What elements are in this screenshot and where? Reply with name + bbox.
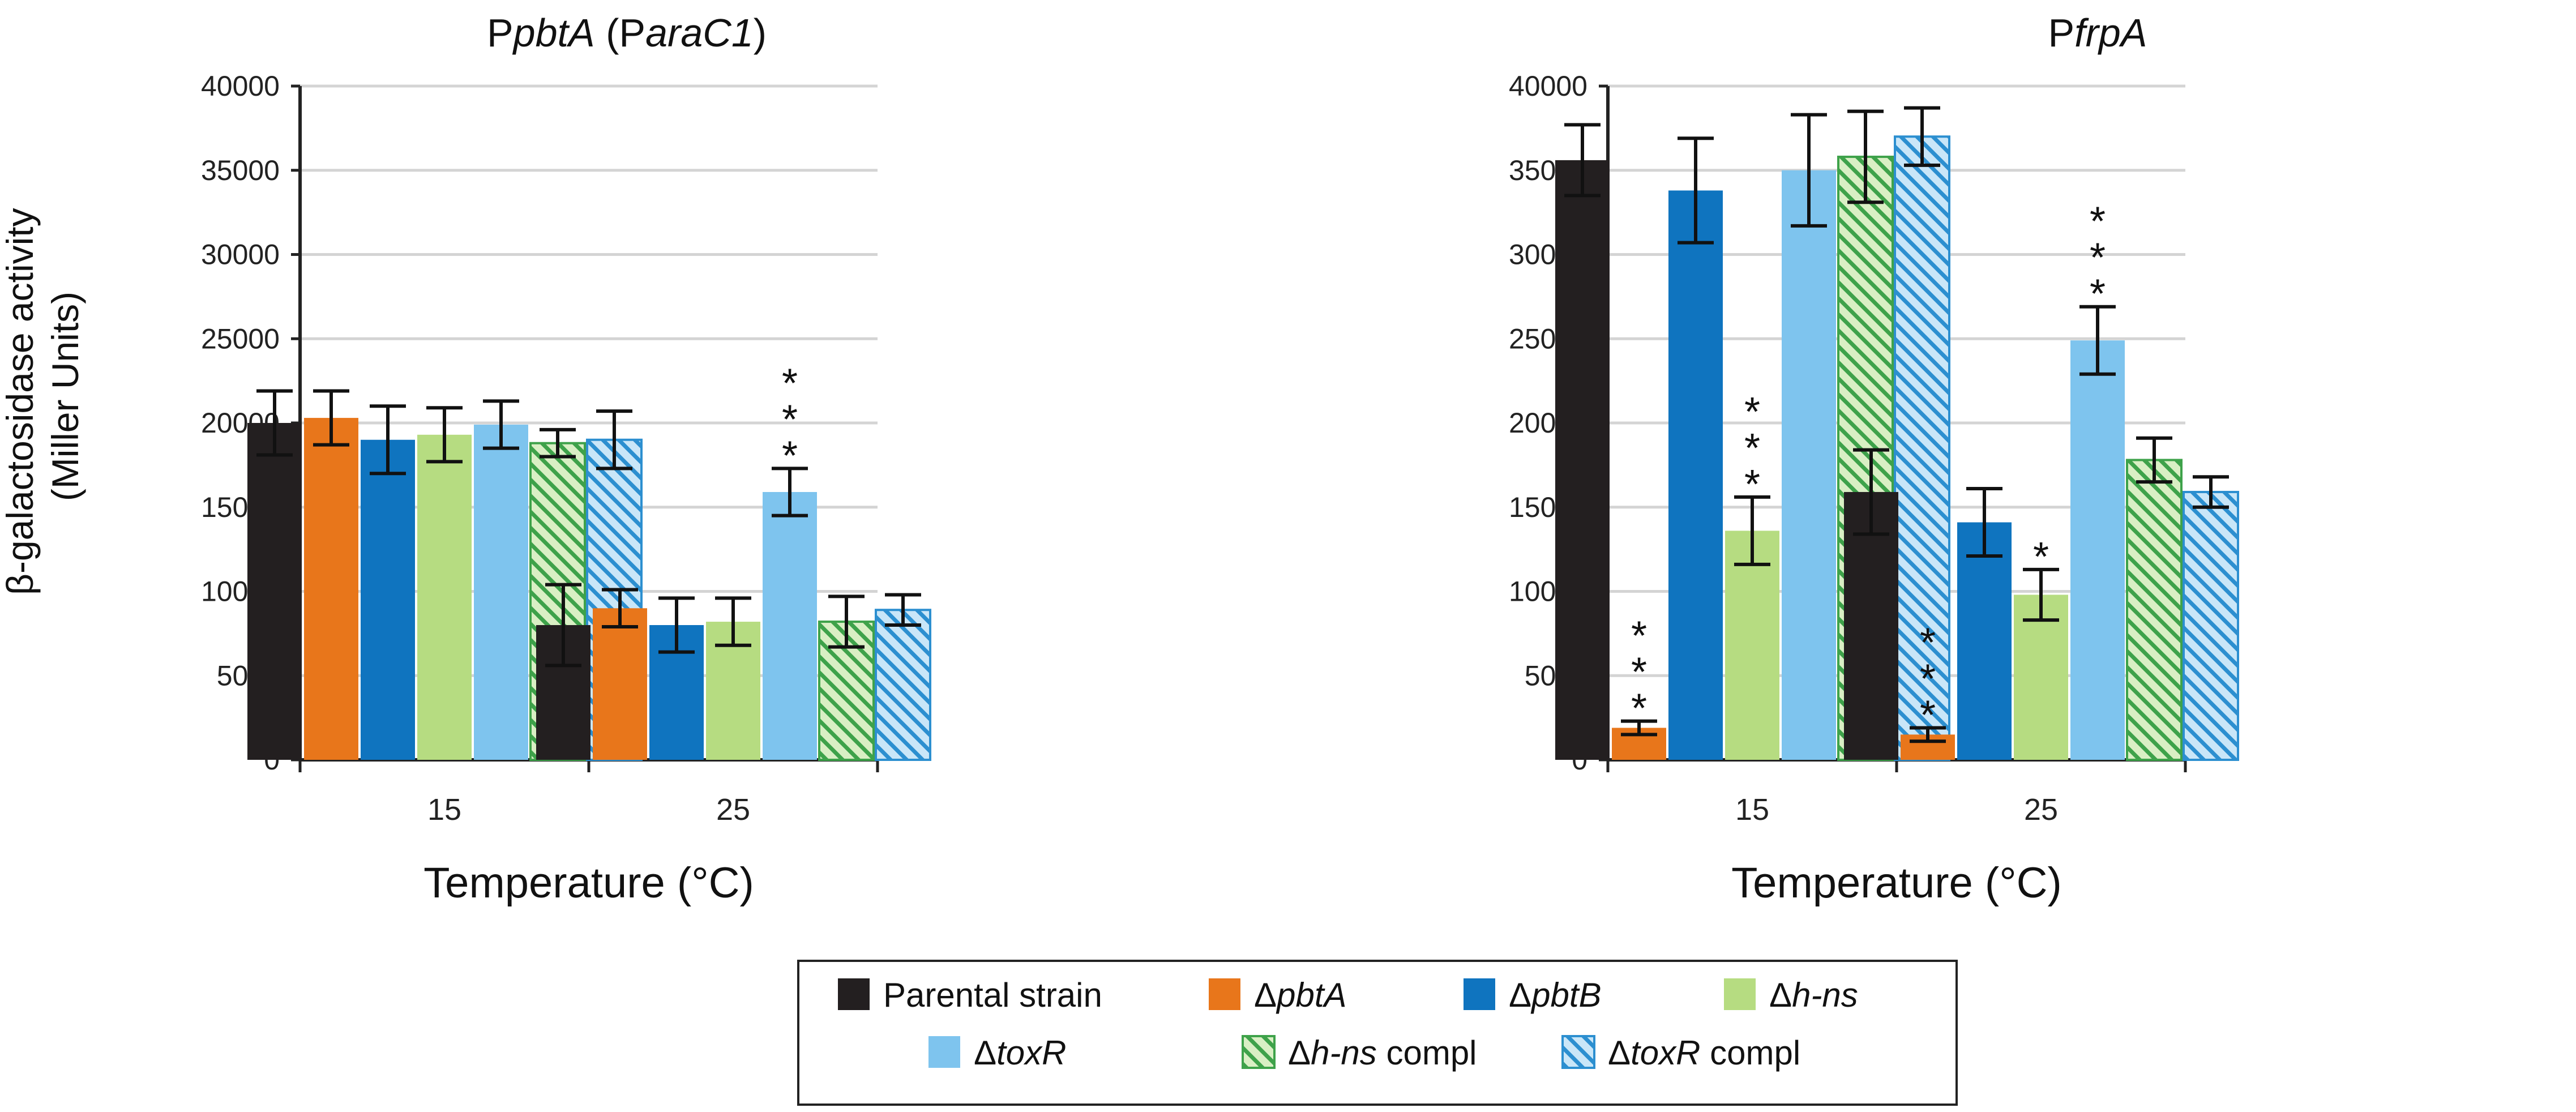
significance-star: * [2090, 236, 2106, 281]
bar [1782, 170, 1836, 760]
significance-star: * [2033, 534, 2049, 580]
legend-swatch [1242, 1035, 1276, 1069]
x-tick-label: 25 [716, 793, 750, 827]
bar [417, 434, 472, 760]
y-axis-label: β-galactosidase activity (Miller Units) [0, 198, 86, 595]
significance-star: * [1920, 620, 1936, 665]
y-axis-label-line2: (Miller Units) [44, 292, 86, 501]
significance-star: * [782, 397, 798, 442]
x-tick-label: 15 [427, 793, 461, 827]
chart-panel-pbtA: PpbtA (ParaC1)05000100001500020000250003… [201, 11, 931, 907]
legend-item-toxR: ΔtoxR [928, 1034, 1066, 1072]
chart-panel-frpA: PfrpA05000100001500020000250003000035000… [1509, 11, 2239, 907]
legend-label: ΔtoxR compl [1608, 1034, 1800, 1072]
bar [1555, 160, 1610, 760]
significance-star: * [1631, 614, 1647, 659]
legend-item-toxR_compl: ΔtoxR compl [1561, 1034, 1800, 1072]
legend-swatch [1464, 978, 1495, 1010]
legend-item-hns: Δh-ns [1724, 976, 1858, 1014]
chart-title: PpbtA (ParaC1) [487, 11, 767, 55]
y-tick-label: 25000 [201, 323, 280, 354]
significance-star: * [2090, 272, 2106, 317]
significance-star: * [1744, 390, 1760, 435]
y-tick-label: 30000 [201, 239, 280, 271]
significance-star: * [2090, 199, 2106, 245]
significance-star: * [1920, 692, 1936, 738]
significance-star: * [782, 361, 798, 406]
legend-swatch [928, 1036, 960, 1068]
bar [763, 491, 817, 760]
bar [2070, 340, 2125, 760]
bar [1957, 522, 2012, 760]
x-axis-label: Temperature (°C) [423, 859, 754, 907]
bar [247, 423, 302, 760]
bar [875, 609, 931, 761]
legend-swatch [1209, 978, 1240, 1010]
legend-swatch [1724, 978, 1756, 1010]
x-tick-label: 15 [1735, 793, 1769, 827]
legend-label: Δh-ns compl [1288, 1034, 1477, 1072]
bar [1844, 491, 1898, 760]
bar [361, 439, 415, 760]
legend-item-pbtA: ΔpbtA [1209, 976, 1347, 1014]
y-tick-label: 40000 [1509, 70, 1587, 102]
y-axis-label-line1: β-galactosidase activity [0, 208, 41, 595]
significance-star: * [1631, 650, 1647, 695]
legend-item-pbtB: ΔpbtB [1464, 976, 1602, 1014]
bar [474, 424, 528, 760]
significance-star: * [1744, 426, 1760, 471]
significance-star: * [1744, 462, 1760, 507]
legend-frame [797, 960, 1958, 1106]
legend-label: ΔpbtB [1509, 976, 1602, 1014]
legend-label: Δh-ns [1769, 976, 1858, 1014]
legend-label: ΔtoxR [974, 1034, 1066, 1072]
bar [1725, 531, 1779, 760]
bar [2126, 459, 2183, 761]
x-axis-label: Temperature (°C) [1731, 859, 2062, 907]
legend-item-parental: Parental strain [838, 976, 1102, 1014]
bar [304, 418, 358, 760]
bar [593, 608, 647, 760]
bar [1668, 190, 1723, 760]
significance-star: * [1920, 656, 1936, 702]
legend: Parental strain ΔpbtA ΔpbtB Δh-ns ΔtoxR Δh-ns… [797, 960, 1958, 1106]
bar [2183, 490, 2239, 761]
legend-item-hns_compl: Δh-ns compl [1242, 1034, 1477, 1072]
x-tick-label: 25 [2024, 793, 2058, 827]
y-tick-label: 35000 [201, 155, 280, 186]
bar [2014, 595, 2068, 760]
legend-swatch [1561, 1035, 1595, 1069]
significance-star: * [1631, 686, 1647, 732]
significance-star: * [782, 433, 798, 478]
y-tick-label: 40000 [201, 70, 280, 102]
chart-title: PfrpA [2048, 11, 2147, 55]
legend-label: Parental strain [883, 976, 1102, 1014]
legend-label: ΔpbtA [1254, 976, 1347, 1014]
legend-swatch [838, 978, 870, 1010]
